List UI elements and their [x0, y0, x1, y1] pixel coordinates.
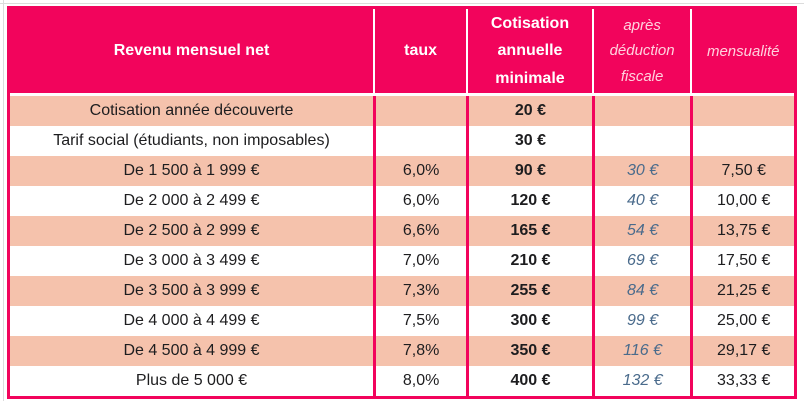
cell-taux: 7,8%: [372, 336, 466, 366]
cell-apres-deduction: 30 €: [591, 156, 691, 186]
header-cell-taux: taux: [372, 9, 466, 93]
cell-cotisation: 210 €: [466, 246, 591, 276]
table-row: Tarif social (étudiants, non imposables)…: [10, 126, 794, 156]
cell-mensualite: 21,25 €: [690, 276, 793, 306]
cell-cotisation: 255 €: [466, 276, 591, 306]
header-label-apres-deduction: après déduction fiscale: [609, 16, 675, 85]
cell-apres-deduction: 54 €: [591, 216, 691, 246]
cell-taux: 8,0%: [372, 366, 466, 396]
cell-revenu: De 4 000 à 4 499 €: [123, 312, 260, 329]
header-cell-cotisation: Cotisation annuelle minimale: [466, 9, 591, 93]
table-row: De 2 500 à 2 999 € 6,6% 165 € 54 € 13,75…: [10, 216, 794, 246]
header-label-mensualite: mensualité: [706, 42, 780, 60]
cell-apres-deduction: 132 €: [591, 366, 691, 396]
header-cell-apres-deduction: après déduction fiscale: [591, 9, 691, 93]
cell-revenu: Plus de 5 000 €: [135, 372, 248, 389]
cell-apres-deduction: 99 €: [591, 306, 691, 336]
gridline-top: [0, 3, 804, 4]
cell-mensualite: [690, 96, 793, 126]
table-row: De 2 000 à 2 499 € 6,0% 120 € 40 € 10,00…: [10, 186, 794, 216]
cell-revenu: De 3 500 à 3 999 €: [123, 282, 260, 299]
cell-mensualite: 25,00 €: [690, 306, 793, 336]
header-label-cotisation: Cotisation annuelle minimale: [490, 15, 570, 87]
cell-mensualite: 29,17 €: [690, 336, 793, 366]
cell-cotisation: 20 €: [466, 96, 591, 126]
cell-taux: 7,3%: [372, 276, 466, 306]
cell-apres-deduction: [591, 126, 691, 156]
cell-revenu: De 3 000 à 3 499 €: [123, 252, 260, 269]
table-row: De 1 500 à 1 999 € 6,0% 90 € 30 € 7,50 €: [10, 156, 794, 186]
cell-mensualite: 33,33 €: [690, 366, 793, 396]
cell-revenu: De 2 500 à 2 999 €: [123, 222, 260, 239]
table-body: Cotisation année découverte 20 € Tarif s…: [10, 96, 794, 396]
cell-mensualite: 7,50 €: [690, 156, 793, 186]
cell-taux: 7,0%: [372, 246, 466, 276]
cell-cotisation: 300 €: [466, 306, 591, 336]
cell-mensualite: 10,00 €: [690, 186, 793, 216]
cell-mensualite: 17,50 €: [690, 246, 793, 276]
header-label-taux: taux: [404, 42, 438, 59]
cell-cotisation: 30 €: [466, 126, 591, 156]
header-cell-mensualite: mensualité: [690, 9, 793, 93]
cell-revenu: De 1 500 à 1 999 €: [123, 162, 260, 179]
cell-taux: 6,0%: [372, 156, 466, 186]
cell-taux: [372, 126, 466, 156]
cell-taux: 6,6%: [372, 216, 466, 246]
cell-taux: [372, 96, 466, 126]
header-label-revenu: Revenu mensuel net: [113, 42, 270, 59]
pricing-table: Revenu mensuel net taux Cotisation annue…: [7, 6, 797, 399]
table-row: Cotisation année découverte 20 €: [10, 96, 794, 126]
cell-apres-deduction: [591, 96, 691, 126]
table-row: De 4 000 à 4 499 € 7,5% 300 € 99 € 25,00…: [10, 306, 794, 336]
header-cell-revenu: Revenu mensuel net: [10, 9, 373, 93]
cell-revenu: Tarif social (étudiants, non imposables): [53, 132, 330, 149]
cell-revenu: Cotisation année découverte: [89, 102, 294, 119]
gridline-left: [3, 0, 4, 401]
cell-revenu: De 4 500 à 4 999 €: [123, 342, 260, 359]
table-row: Plus de 5 000 € 8,0% 400 € 132 € 33,33 €: [10, 366, 794, 396]
cell-cotisation: 165 €: [466, 216, 591, 246]
cell-cotisation: 350 €: [466, 336, 591, 366]
cell-cotisation: 90 €: [466, 156, 591, 186]
cell-taux: 7,5%: [372, 306, 466, 336]
cell-mensualite: [690, 126, 793, 156]
cell-apres-deduction: 84 €: [591, 276, 691, 306]
cell-apres-deduction: 69 €: [591, 246, 691, 276]
cell-cotisation: 400 €: [466, 366, 591, 396]
cell-taux: 6,0%: [372, 186, 466, 216]
table-row: De 4 500 à 4 999 € 7,8% 350 € 116 € 29,1…: [10, 336, 794, 366]
cell-apres-deduction: 40 €: [591, 186, 691, 216]
cell-apres-deduction: 116 €: [591, 336, 691, 366]
table-row: De 3 500 à 3 999 € 7,3% 255 € 84 € 21,25…: [10, 276, 794, 306]
table-row: De 3 000 à 3 499 € 7,0% 210 € 69 € 17,50…: [10, 246, 794, 276]
cell-revenu: De 2 000 à 2 499 €: [123, 192, 260, 209]
cell-mensualite: 13,75 €: [690, 216, 793, 246]
table-header-row: Revenu mensuel net taux Cotisation annue…: [10, 9, 794, 96]
cell-cotisation: 120 €: [466, 186, 591, 216]
